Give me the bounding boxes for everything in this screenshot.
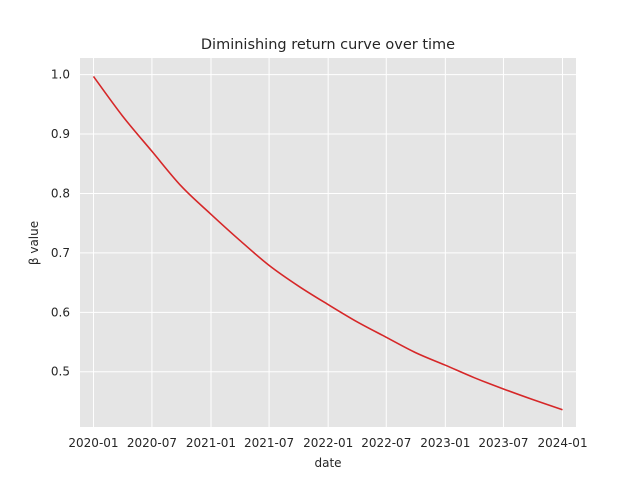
x-tick-label: 2023-07 [478,436,528,450]
x-tick-label: 2023-01 [420,436,470,450]
x-tick-label: 2021-07 [244,436,294,450]
grid-lines [80,58,576,427]
x-tick-label: 2021-01 [186,436,236,450]
chart-title: Diminishing return curve over time [201,37,455,53]
x-tick-label: 2020-07 [127,436,177,450]
series-line [92,75,563,411]
x-tick-label: 2020-01 [68,436,118,450]
y-tick-label: 0.5 [51,365,70,379]
x-tick-label: 2022-01 [303,436,353,450]
series-layer [92,75,563,411]
x-tick-label: 2022-07 [361,436,411,450]
y-axis-label: β value [27,221,41,265]
y-tick-label: 0.9 [51,127,70,141]
x-tick-label: 2024-01 [537,436,587,450]
y-tick-label: 0.6 [51,305,70,319]
y-tick-label: 0.8 [51,186,70,200]
y-tick-label: 0.7 [51,246,70,260]
y-tick-labels: 0.5 0.6 0.7 0.8 0.9 1.0 [51,68,70,379]
x-axis-label: date [314,456,341,470]
y-tick-label: 1.0 [51,68,70,82]
x-tick-labels: 2020-01 2020-07 2021-01 2021-07 2022-01 2022-… [68,436,587,450]
